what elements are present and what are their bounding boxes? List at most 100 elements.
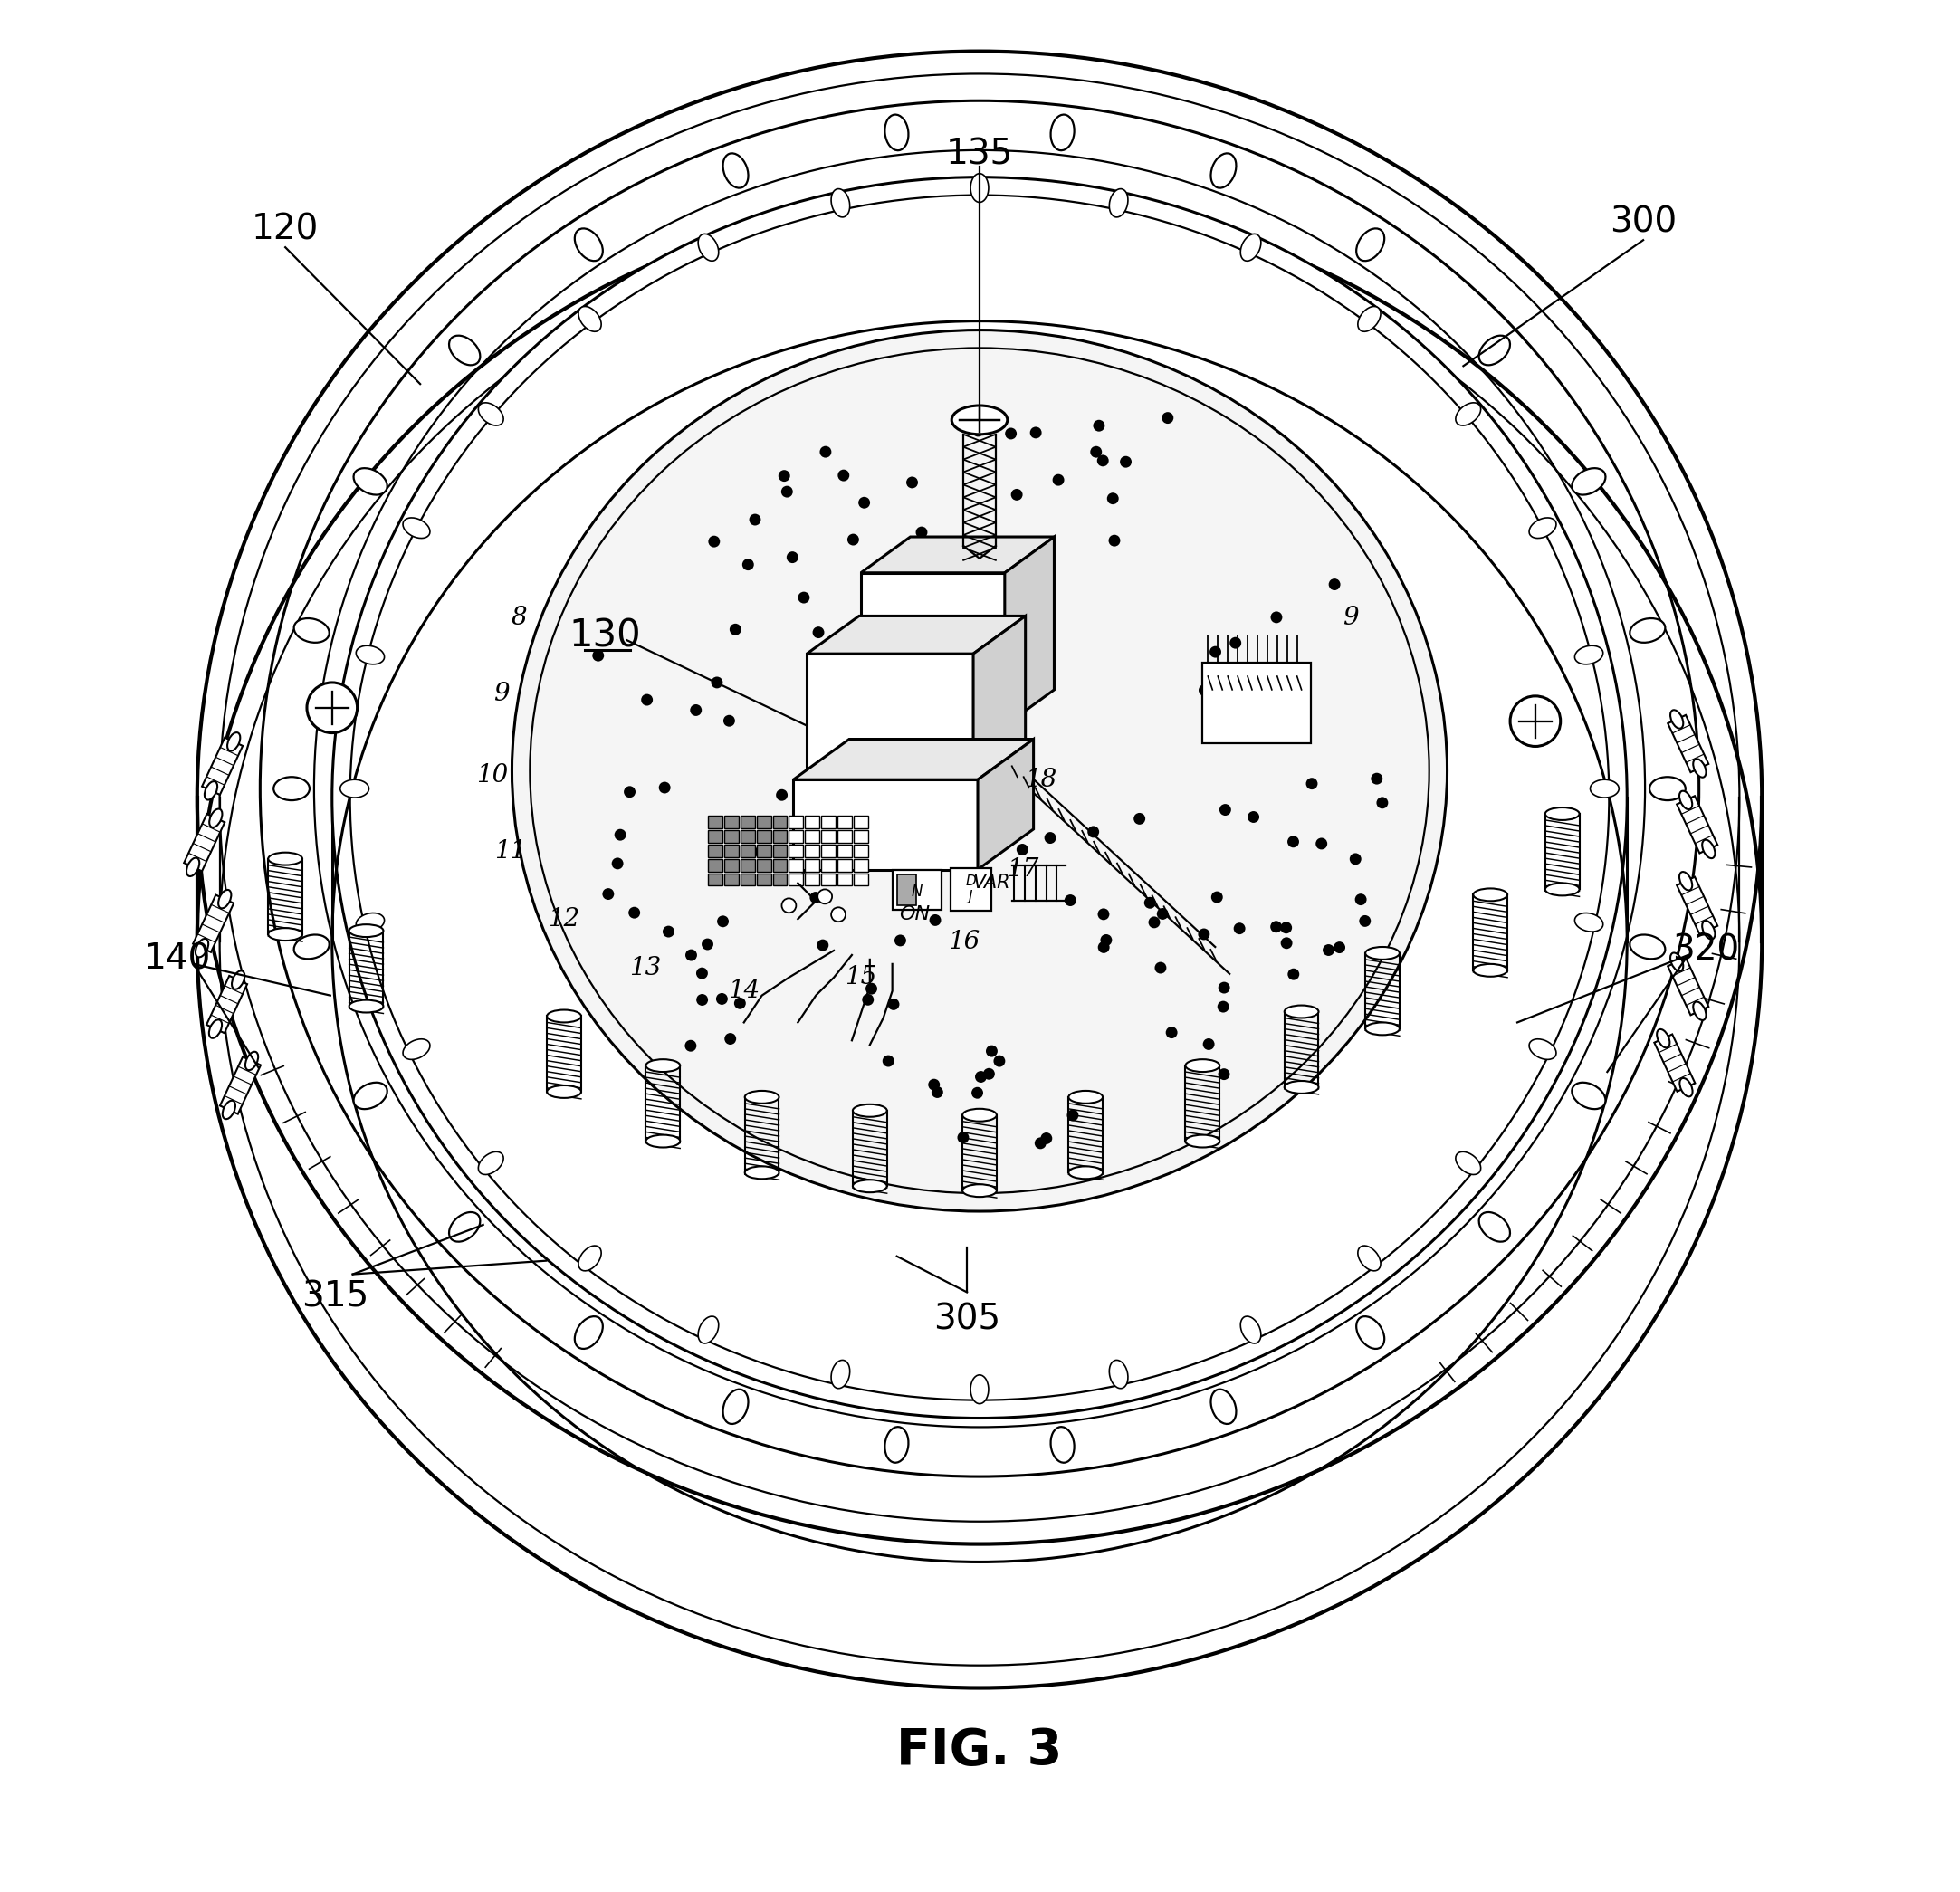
Circle shape <box>968 846 980 857</box>
Text: 300: 300 <box>1609 204 1678 238</box>
Polygon shape <box>192 895 233 952</box>
Circle shape <box>1249 812 1260 823</box>
Ellipse shape <box>1356 1317 1384 1349</box>
Ellipse shape <box>547 1010 582 1022</box>
Circle shape <box>806 815 817 827</box>
Circle shape <box>813 626 825 638</box>
Circle shape <box>602 887 613 901</box>
Ellipse shape <box>198 51 1762 1544</box>
Circle shape <box>1288 836 1299 848</box>
Circle shape <box>1088 827 1100 838</box>
Circle shape <box>1098 908 1109 920</box>
Text: 135: 135 <box>947 138 1013 172</box>
Ellipse shape <box>884 1427 907 1463</box>
Ellipse shape <box>478 403 504 426</box>
Ellipse shape <box>478 1152 504 1175</box>
Circle shape <box>817 938 829 952</box>
Circle shape <box>778 469 790 482</box>
Circle shape <box>839 639 851 651</box>
Ellipse shape <box>1284 1080 1319 1094</box>
Bar <box>741 844 755 857</box>
Circle shape <box>1211 891 1223 902</box>
Circle shape <box>1288 969 1299 980</box>
Circle shape <box>956 634 968 645</box>
Circle shape <box>1045 832 1056 844</box>
Circle shape <box>623 785 635 798</box>
Bar <box>821 831 835 842</box>
Circle shape <box>1098 942 1109 954</box>
Ellipse shape <box>1680 791 1691 810</box>
Text: 17: 17 <box>1007 857 1039 882</box>
Circle shape <box>1162 412 1174 424</box>
Circle shape <box>1229 638 1241 649</box>
Bar <box>898 874 917 906</box>
Circle shape <box>641 694 653 706</box>
Circle shape <box>743 558 755 569</box>
Ellipse shape <box>1574 645 1603 664</box>
Ellipse shape <box>647 1060 680 1073</box>
Ellipse shape <box>1456 1152 1480 1175</box>
Circle shape <box>786 551 798 564</box>
Circle shape <box>880 571 892 583</box>
Bar <box>855 874 868 885</box>
Circle shape <box>1237 715 1249 727</box>
Polygon shape <box>860 537 1054 573</box>
Ellipse shape <box>1480 1213 1509 1241</box>
Circle shape <box>1145 897 1156 908</box>
Ellipse shape <box>1366 1022 1399 1035</box>
Circle shape <box>990 759 1002 770</box>
Ellipse shape <box>349 1001 384 1012</box>
Circle shape <box>960 798 972 810</box>
Bar <box>723 874 739 885</box>
Bar <box>837 831 853 842</box>
Ellipse shape <box>853 1181 888 1192</box>
Ellipse shape <box>1572 467 1605 496</box>
Circle shape <box>1066 1109 1078 1122</box>
Circle shape <box>837 469 849 481</box>
Circle shape <box>1100 935 1111 946</box>
Ellipse shape <box>1358 1245 1380 1271</box>
Circle shape <box>1017 844 1029 855</box>
Ellipse shape <box>1693 759 1705 778</box>
Circle shape <box>1315 838 1327 850</box>
Circle shape <box>1370 772 1382 785</box>
Circle shape <box>1219 804 1231 815</box>
Ellipse shape <box>574 229 604 261</box>
Bar <box>837 844 853 857</box>
Text: VAR: VAR <box>972 874 1009 893</box>
Circle shape <box>1064 895 1076 906</box>
Circle shape <box>858 683 870 694</box>
Ellipse shape <box>1631 619 1666 643</box>
Circle shape <box>925 594 937 605</box>
Bar <box>741 874 755 885</box>
Ellipse shape <box>1574 914 1603 931</box>
Circle shape <box>1198 929 1209 940</box>
Circle shape <box>929 810 941 821</box>
Text: N: N <box>911 884 923 901</box>
Circle shape <box>972 426 984 437</box>
Ellipse shape <box>1680 1078 1693 1097</box>
Ellipse shape <box>196 938 208 957</box>
Bar <box>788 844 804 857</box>
Circle shape <box>1011 488 1023 501</box>
Circle shape <box>1149 916 1160 929</box>
Ellipse shape <box>331 178 1627 1419</box>
Circle shape <box>862 993 874 1005</box>
Polygon shape <box>1668 957 1709 1016</box>
Ellipse shape <box>1670 954 1684 971</box>
Ellipse shape <box>274 778 310 800</box>
Ellipse shape <box>449 335 480 365</box>
Ellipse shape <box>1186 1060 1219 1073</box>
Circle shape <box>308 683 357 732</box>
Bar <box>821 815 835 829</box>
Bar <box>708 831 723 842</box>
Bar <box>788 815 804 829</box>
Ellipse shape <box>1109 1360 1127 1389</box>
Circle shape <box>1270 611 1282 622</box>
Bar <box>788 874 804 885</box>
Circle shape <box>708 535 719 547</box>
Ellipse shape <box>1211 153 1237 187</box>
Circle shape <box>1329 579 1341 590</box>
Polygon shape <box>184 814 225 870</box>
Bar <box>837 874 853 885</box>
